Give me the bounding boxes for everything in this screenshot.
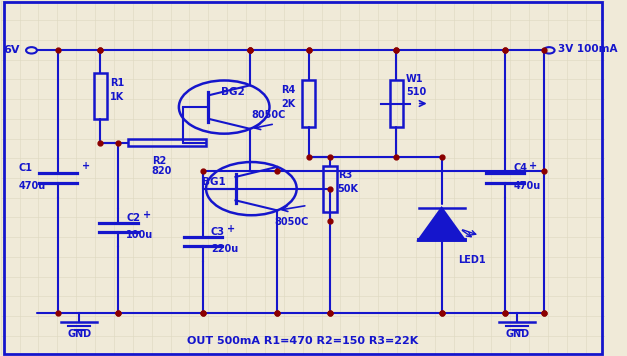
Polygon shape [419,208,465,240]
Text: GND: GND [67,329,92,339]
Text: 3V 100mA: 3V 100mA [557,43,617,53]
Text: BG1: BG1 [201,177,225,187]
Bar [389,80,403,127]
Text: BG2: BG2 [221,87,245,97]
Text: OUT 500mA R1=470 R2=150 R3=22K: OUT 500mA R1=470 R2=150 R3=22K [187,336,418,346]
Text: 6V: 6V [4,45,20,55]
Bar [93,73,107,120]
Text: 50K: 50K [338,184,359,194]
Text: 820: 820 [152,167,172,177]
Text: LED1: LED1 [458,255,486,265]
Text: 2K: 2K [282,99,296,109]
Text: R4: R4 [282,85,296,95]
Text: 100u: 100u [126,230,154,240]
Text: 1K: 1K [110,92,124,102]
Text: 220u: 220u [211,245,238,255]
Text: 8050C: 8050C [251,110,286,120]
Bar [324,166,337,212]
Text: C1: C1 [19,163,33,173]
Text: 470u: 470u [19,180,46,191]
Text: +: + [529,161,537,171]
Text: R1: R1 [110,78,124,88]
Text: 8050C: 8050C [274,216,308,227]
Text: +: + [142,210,150,220]
Bar [302,80,315,127]
Bar [127,138,206,146]
Text: C2: C2 [126,213,140,222]
Text: R2: R2 [152,156,166,166]
Text: GND: GND [505,329,529,339]
Text: C3: C3 [211,227,225,237]
Text: +: + [227,224,235,234]
Text: W1: W1 [406,74,423,84]
Text: R3: R3 [338,170,352,180]
Text: 470u: 470u [514,180,540,191]
Text: 510: 510 [406,87,426,97]
Text: C4: C4 [514,163,527,173]
Text: +: + [82,161,90,171]
